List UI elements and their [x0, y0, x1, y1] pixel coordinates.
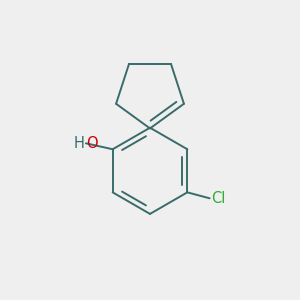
Text: Cl: Cl — [211, 191, 226, 206]
Text: H: H — [74, 136, 84, 151]
Text: O: O — [86, 136, 98, 151]
